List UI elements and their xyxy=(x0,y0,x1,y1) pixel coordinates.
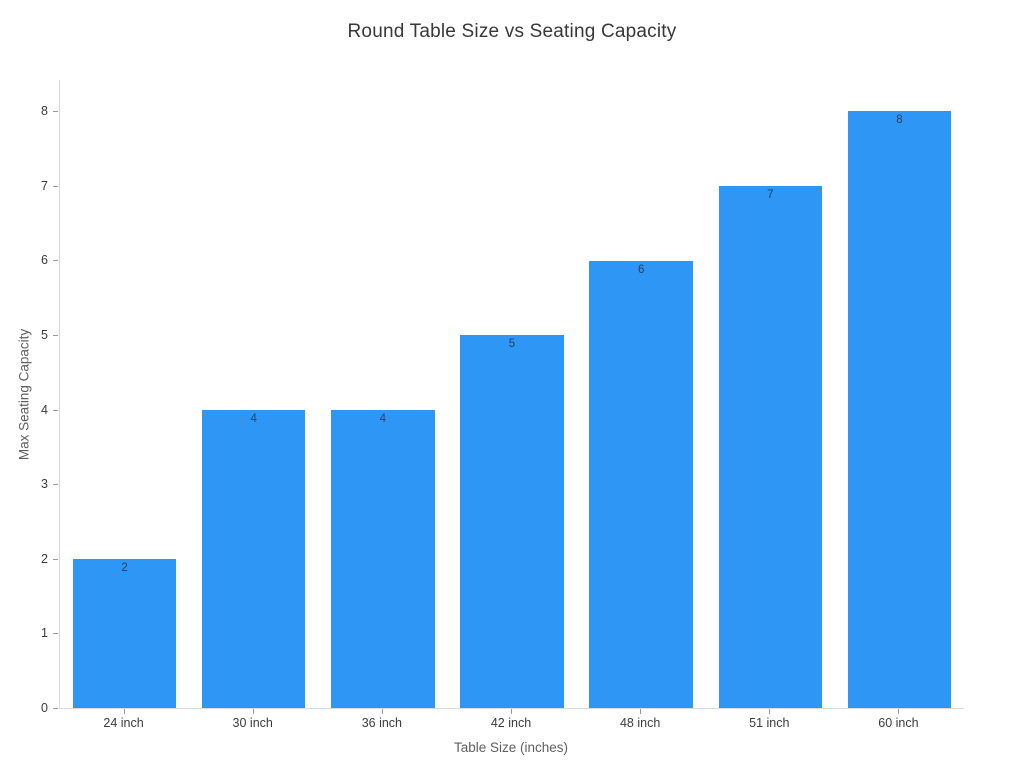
x-tick-mark xyxy=(898,709,900,714)
x-tick-mark xyxy=(381,709,383,714)
y-tick-label: 0 xyxy=(41,701,48,715)
x-tick-mark xyxy=(640,709,642,714)
y-tick-label: 8 xyxy=(41,104,48,119)
y-tick-label: 3 xyxy=(41,477,48,492)
plot-area: 2 4 4 5 6 7 8 xyxy=(59,80,964,709)
bar-value-label: 7 xyxy=(767,188,774,201)
x-tick-label: 51 inch xyxy=(749,716,790,730)
y-tick-mark xyxy=(53,484,58,486)
bar-36-inch: 4 xyxy=(331,409,435,708)
y-tick-mark xyxy=(53,335,58,337)
y-tick-mark xyxy=(53,558,58,560)
bar-value-label: 6 xyxy=(637,263,645,276)
bar-30-inch: 4 xyxy=(202,409,306,708)
x-tick-label: 24 inch xyxy=(103,716,144,730)
bar-value-label: 4 xyxy=(250,412,257,425)
x-tick-mark xyxy=(252,709,254,714)
y-tick-label: 5 xyxy=(41,328,48,343)
x-tick-label: 42 inch xyxy=(490,716,532,730)
x-axis-title: Table Size (inches) xyxy=(453,740,569,755)
y-tick-label: 2 xyxy=(41,551,48,566)
bar-60-inch: 8 xyxy=(847,111,952,708)
bar-value-label: 8 xyxy=(896,114,903,127)
y-tick-mark xyxy=(53,260,58,262)
y-tick-mark xyxy=(53,185,58,187)
bar-24-inch: 2 xyxy=(72,558,177,708)
bar-value-label: 2 xyxy=(121,561,128,574)
y-tick-mark xyxy=(53,633,58,635)
y-tick-mark xyxy=(53,111,58,113)
x-tick-label: 60 inch xyxy=(878,716,919,730)
bar-value-label: 5 xyxy=(508,338,516,351)
y-tick-mark xyxy=(53,708,58,709)
x-tick-label: 30 inch xyxy=(232,716,273,730)
y-tick-mark xyxy=(53,409,58,411)
y-tick-label: 4 xyxy=(41,402,48,417)
bar-42-inch: 5 xyxy=(460,335,564,708)
chart-title: Round Table Size vs Seating Capacity xyxy=(347,21,677,42)
bar-48-inch: 6 xyxy=(589,260,693,708)
y-tick-label: 7 xyxy=(41,178,48,193)
x-tick-label: 48 inch xyxy=(619,716,661,730)
bar-value-label: 4 xyxy=(379,412,387,425)
x-tick-mark xyxy=(511,709,512,714)
bar-51-inch: 7 xyxy=(718,185,822,708)
y-tick-label: 1 xyxy=(41,626,48,641)
x-tick-label: 36 inch xyxy=(361,716,402,730)
y-tick-label: 6 xyxy=(41,253,48,268)
x-tick-mark xyxy=(123,709,125,714)
x-tick-mark xyxy=(769,709,771,714)
